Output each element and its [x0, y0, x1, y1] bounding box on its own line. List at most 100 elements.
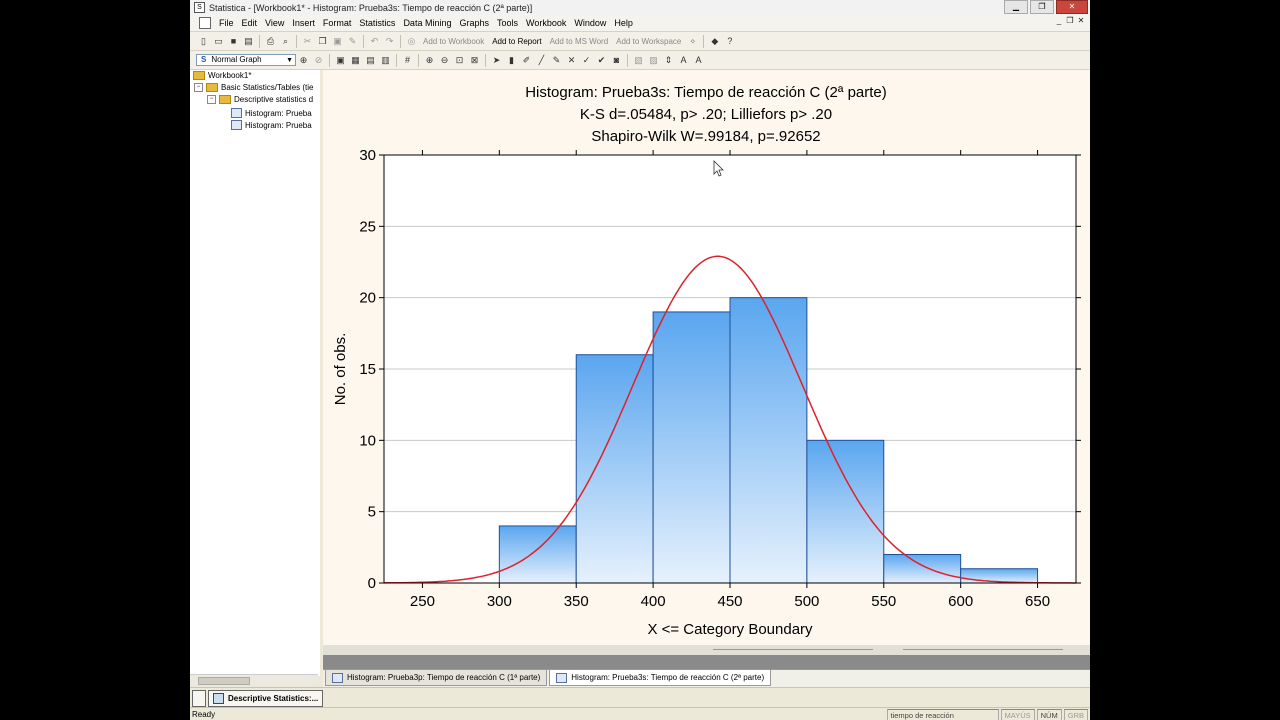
menu-statistics[interactable]: Statistics [359, 18, 396, 28]
undo-icon[interactable]: ↶ [370, 35, 379, 46]
help-icon[interactable]: ? [727, 35, 733, 46]
y-tick-label: 5 [368, 504, 376, 521]
normal-curve [383, 255, 1076, 584]
workbook-divider [323, 655, 1090, 669]
tab-histogram-2[interactable]: Histogram: Prueba3s: Tiempo de reacción … [549, 670, 772, 686]
pdf-icon[interactable]: ▤ [244, 35, 253, 46]
tree-horizontal-scrollbar[interactable] [190, 674, 318, 685]
tree-scroll-thumb[interactable] [198, 677, 250, 685]
graph-options-icon[interactable]: ▣ [336, 54, 345, 65]
camera-icon[interactable]: ◙ [613, 54, 620, 65]
histogram-bar [575, 354, 654, 584]
mdi-close-button[interactable]: ✕ [1077, 16, 1085, 25]
descriptive-statistics-task[interactable]: Descriptive Statistics:... [208, 689, 324, 707]
edit-tool-icon[interactable]: ✐ [522, 54, 531, 65]
tree-root[interactable]: Workbook1* [193, 71, 251, 80]
collapse-icon[interactable]: − [194, 83, 203, 92]
menu-insert[interactable]: Insert [292, 18, 315, 28]
brush-icon[interactable]: ⊘ [314, 54, 323, 65]
cut-icon[interactable]: ✂ [303, 35, 312, 46]
menu-file[interactable]: File [219, 18, 234, 28]
zoom-slider-track[interactable] [713, 649, 873, 650]
zoom-in-icon[interactable]: ⊕ [425, 54, 434, 65]
graph-data-icon[interactable]: ▦ [351, 54, 360, 65]
x-tick-label: 650 [1025, 593, 1050, 610]
new-icon[interactable]: ▯ [201, 35, 206, 46]
add-to-msword-button[interactable]: Add to MS Word [549, 36, 609, 46]
x-tick-label: 300 [487, 593, 512, 610]
check-icon[interactable]: ✔ [597, 54, 606, 65]
document-icon[interactable] [199, 17, 211, 29]
options-icon[interactable]: ⋄ [690, 35, 696, 46]
menu-data-mining[interactable]: Data Mining [403, 18, 452, 28]
zoom-reset-icon[interactable]: ⊠ [470, 54, 479, 65]
menu-help[interactable]: Help [614, 18, 633, 28]
pane-splitter[interactable] [320, 70, 323, 676]
add-to-report-button[interactable]: Add to Report [492, 36, 542, 46]
menu-tools[interactable]: Tools [496, 18, 518, 28]
tree-histogram-1[interactable]: Histogram: Prueba [231, 108, 312, 118]
font-size-icon[interactable]: A [680, 54, 687, 65]
status-ready: Ready [192, 710, 216, 719]
tree-basic-statistics[interactable]: − Basic Statistics/Tables (tie [194, 83, 313, 92]
group-icon[interactable]: ▧ [634, 54, 643, 65]
graph-type-select[interactable]: S Normal Graph ▼ [196, 54, 296, 66]
chart-subtitle-ks: K-S d=.05484, p> .20; Lilliefors p> .20 [580, 106, 832, 123]
bar-tool-icon[interactable]: ▮ [509, 54, 514, 65]
grid-icon[interactable]: # [404, 54, 410, 65]
ungroup-icon[interactable]: ▨ [649, 54, 658, 65]
save-icon[interactable]: ■ [230, 35, 237, 46]
tree-descriptive-statistics[interactable]: − Descriptive statistics d [207, 95, 313, 104]
graph-table-icon[interactable]: ▥ [381, 54, 390, 65]
tool-icon[interactable]: ✕ [567, 54, 576, 65]
pointer-icon[interactable]: ➤ [492, 54, 501, 65]
zoom-out-icon[interactable]: ⊖ [440, 54, 449, 65]
tab-histogram-1[interactable]: Histogram: Prueba3p: Tiempo de reacción … [325, 670, 548, 686]
graph-layout-icon[interactable]: ▤ [366, 54, 375, 65]
copy-icon[interactable]: ❐ [318, 35, 327, 46]
open-icon[interactable]: ▭ [214, 35, 223, 46]
minimize-button[interactable]: ▁ [1004, 0, 1028, 14]
histogram-bar [729, 297, 808, 584]
zoom-icon[interactable]: ⊕ [299, 54, 308, 65]
graph-window[interactable]: Histogram: Prueba3s: Tiempo de reacción … [323, 70, 1090, 645]
align-icon[interactable]: ⇕ [664, 54, 673, 65]
histogram-chart[interactable]: Histogram: Prueba3s: Tiempo de reacción … [323, 70, 1090, 645]
y-tick-label: 10 [359, 432, 376, 449]
highlight-icon[interactable]: ✓ [582, 54, 591, 65]
menu-workbook[interactable]: Workbook [526, 18, 567, 28]
menu-view[interactable]: View [265, 18, 285, 28]
menu-graphs[interactable]: Graphs [459, 18, 489, 28]
collapse-icon[interactable]: − [207, 95, 216, 104]
status-grb: GRB [1063, 709, 1088, 720]
statistica-app-icon[interactable]: S [194, 2, 205, 13]
close-button[interactable]: ✕ [1056, 0, 1088, 14]
y-tick-label: 30 [359, 147, 376, 164]
menu-format[interactable]: Format [322, 18, 352, 28]
statistica-help-icon[interactable]: ◆ [711, 35, 719, 46]
zoom-slider-track-2[interactable] [903, 649, 1063, 650]
toolbar-separator [396, 53, 397, 67]
menu-edit[interactable]: Edit [241, 18, 258, 28]
tree-histogram-2[interactable]: Histogram: Prueba [231, 120, 312, 130]
menu-window[interactable]: Window [574, 18, 607, 28]
font-icon[interactable]: A [695, 54, 702, 65]
graph-zoom-bar[interactable] [323, 645, 1090, 655]
print-preview-icon[interactable]: ⌕ [282, 35, 289, 46]
zoom-fit-icon[interactable]: ⊡ [455, 54, 464, 65]
document-tabs: Histogram: Prueba3p: Tiempo de reacción … [323, 669, 1090, 688]
line-tool-icon[interactable]: ╱ [538, 54, 545, 65]
redo-icon[interactable]: ↷ [385, 35, 394, 46]
add-to-workspace-button[interactable]: Add to Workspace [616, 36, 682, 46]
drawing-icon[interactable]: ✎ [552, 54, 561, 65]
maximize-button[interactable]: ❐ [1030, 0, 1054, 14]
restore-icon[interactable] [192, 689, 206, 707]
add-to-workbook-button[interactable]: Add to Workbook [423, 36, 485, 46]
mdi-minimize-button[interactable]: _ [1056, 16, 1062, 25]
format-painter-icon[interactable]: ✎ [348, 35, 357, 46]
paste-icon[interactable]: ▣ [333, 35, 342, 46]
histogram-bar [960, 568, 1039, 584]
binoculars-icon[interactable]: ◎ [407, 35, 416, 46]
print-icon[interactable]: ⎙ [266, 35, 275, 46]
mdi-restore-button[interactable]: ❐ [1066, 16, 1074, 25]
